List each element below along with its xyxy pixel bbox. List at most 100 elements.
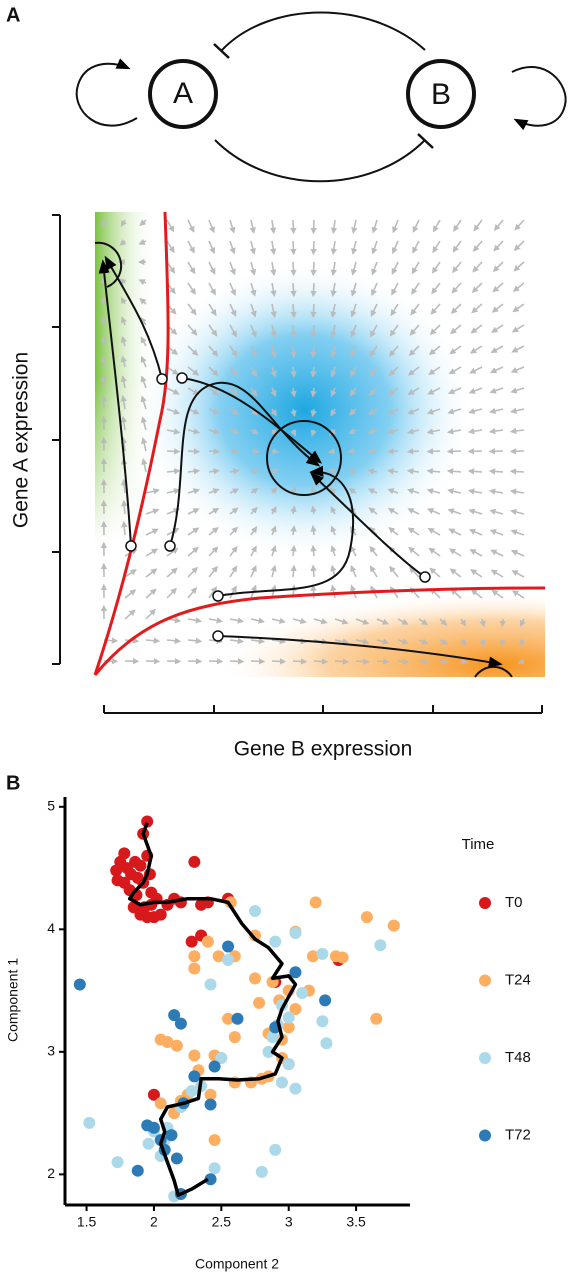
field-arrow [121,520,128,536]
field-arrow [166,547,179,557]
field-arrow [355,638,370,645]
field-arrow [120,478,128,494]
field-arrow [229,507,239,515]
attractor [266,420,342,496]
field-arrow [229,324,238,338]
field-arrow [467,448,483,455]
field-arrow [430,303,441,315]
field-arrow [310,564,317,578]
field-arrow [270,282,277,298]
field-arrow [418,658,429,665]
field-arrow [388,366,399,377]
field-arrow [187,240,195,254]
field-arrow [250,565,257,578]
point [289,1082,302,1095]
field-arrow [387,488,399,495]
field-arrow [509,488,525,495]
point [188,950,201,963]
field-arrow [208,468,220,475]
point [204,1088,217,1101]
field-arrow [367,488,378,495]
field-arrow [229,617,245,624]
legend-label: T24 [505,971,531,988]
field-arrow [407,366,420,376]
field-arrow [510,387,525,394]
x-axis-label: Component 2 [195,1256,279,1272]
field-arrow [208,387,219,396]
field-arrow [512,282,525,292]
field-arrow [347,448,357,455]
field-arrow [351,219,358,234]
field-arrow [310,345,317,358]
field-arrow [124,589,137,599]
node-circle [148,59,218,129]
field-arrow [330,240,338,256]
field-arrow [418,638,429,645]
field-arrow [334,618,349,625]
field-arrow [140,416,148,431]
self-loop [511,65,567,131]
field-arrow [208,507,220,515]
field-arrow [208,488,220,495]
field-arrow [449,568,462,578]
field-arrow [290,366,297,378]
field-arrow [250,526,258,536]
field-arrow [229,261,236,276]
field-arrow [250,658,266,665]
field-arrow [145,508,160,515]
x-tick-label: 3.5 [346,1214,366,1230]
point [228,1031,241,1044]
field-arrow [448,366,462,375]
field-arrow [439,658,449,665]
field-arrow [208,448,220,455]
field-arrow [229,282,237,297]
field-arrow [208,303,217,317]
field-arrow [468,508,483,515]
field-arrow [330,324,337,339]
field-arrow [387,468,399,475]
field-arrow [271,658,287,665]
point [168,1009,181,1022]
field-arrow [124,569,137,578]
field-arrow [511,324,525,333]
field-arrow [348,487,357,495]
point [208,1162,221,1175]
field-arrow [488,488,504,495]
field-arrow [427,527,441,536]
field-arrow [509,427,525,435]
field-arrow [100,276,108,284]
basin-blue [135,260,475,560]
field-arrow [387,428,399,435]
field-arrow [292,617,307,625]
field-arrow [229,345,238,358]
field-arrow [120,436,128,452]
point [249,904,262,917]
field-arrow [452,261,462,274]
point [165,1129,178,1142]
field-arrow [489,508,504,515]
field-arrow [368,408,378,415]
field-arrow [432,240,441,254]
field-arrow [447,508,462,515]
field-arrow [100,219,108,228]
point [222,940,235,953]
legend-title: Time [462,836,495,853]
point [289,1002,302,1015]
field-arrow [269,219,277,235]
field-arrow [271,468,279,475]
field-arrow [229,303,237,317]
legend-label: T72 [505,1126,531,1143]
y-tick-label: 3 [47,1043,55,1059]
field-arrow [145,548,159,557]
field-arrow [350,565,357,578]
field-arrow [410,303,420,316]
field-arrow [187,566,198,578]
point [118,847,131,860]
field-arrow [270,303,277,318]
point [131,1164,144,1177]
field-arrow [330,525,337,536]
y-tick-label: 2 [47,1165,55,1181]
field-arrow [145,488,160,495]
point [296,987,309,1000]
field-arrow [140,316,147,326]
